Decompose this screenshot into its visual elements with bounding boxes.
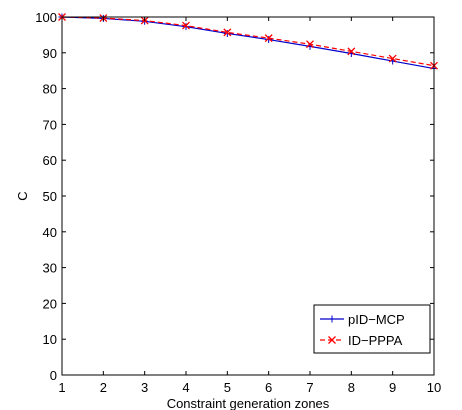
x-tick-label: 1 — [58, 380, 65, 395]
data-point — [264, 34, 273, 43]
data-point — [306, 40, 314, 49]
legend-entry: pID−MCP — [320, 312, 405, 327]
x-tick-label: 10 — [427, 380, 441, 395]
legend-box — [313, 304, 431, 354]
legend-entries: pID−MCP ID−PPPA — [320, 312, 405, 348]
y-axis-label: C — [15, 191, 30, 200]
data-point — [182, 21, 190, 30]
series-line — [61, 16, 435, 70]
y-tick-label: 0 — [50, 368, 57, 383]
data-point — [223, 28, 232, 37]
legend-marker — [328, 336, 336, 344]
y-tick-label: 60 — [43, 153, 57, 168]
y-tick-label: 30 — [43, 261, 57, 276]
x-tick-label: 3 — [141, 380, 148, 395]
legend-label: ID−PPPA — [348, 333, 403, 348]
data-point — [388, 54, 397, 63]
y-tick-label: 40 — [43, 225, 57, 240]
y-tick-label: 90 — [43, 46, 57, 61]
plot-marks — [58, 13, 438, 73]
x-tick-label: 7 — [306, 380, 313, 395]
y-tick-label: 50 — [43, 189, 57, 204]
y-axis-ticks: 0 10 20 30 40 50 60 70 80 90 100 — [35, 10, 434, 383]
y-tick-label: 10 — [43, 332, 57, 347]
x-tick-label: 8 — [348, 380, 355, 395]
x-tick-label: 9 — [389, 380, 396, 395]
y-tick-label: 100 — [35, 10, 57, 25]
x-tick-label: 5 — [224, 380, 231, 395]
data-point — [223, 29, 231, 37]
y-tick-label: 70 — [43, 117, 57, 132]
y-tick-label: 20 — [43, 296, 57, 311]
legend-marker — [328, 315, 336, 323]
legend-entry: ID−PPPA — [320, 333, 403, 348]
legend-label: pID−MCP — [348, 312, 405, 327]
x-tick-label: 4 — [182, 380, 189, 395]
data-point — [347, 47, 356, 56]
x-axis-ticks: 1 2 3 4 5 6 7 8 9 10 — [58, 17, 441, 395]
x-axis-label: Constraint generation zones — [167, 396, 330, 410]
series-line — [61, 16, 435, 67]
legend: pID−MCP ID−PPPA — [313, 304, 431, 354]
x-tick-label: 6 — [265, 380, 272, 395]
y-tick-label: 80 — [43, 82, 57, 97]
x-tick-label: 2 — [100, 380, 107, 395]
data-point — [182, 23, 190, 31]
